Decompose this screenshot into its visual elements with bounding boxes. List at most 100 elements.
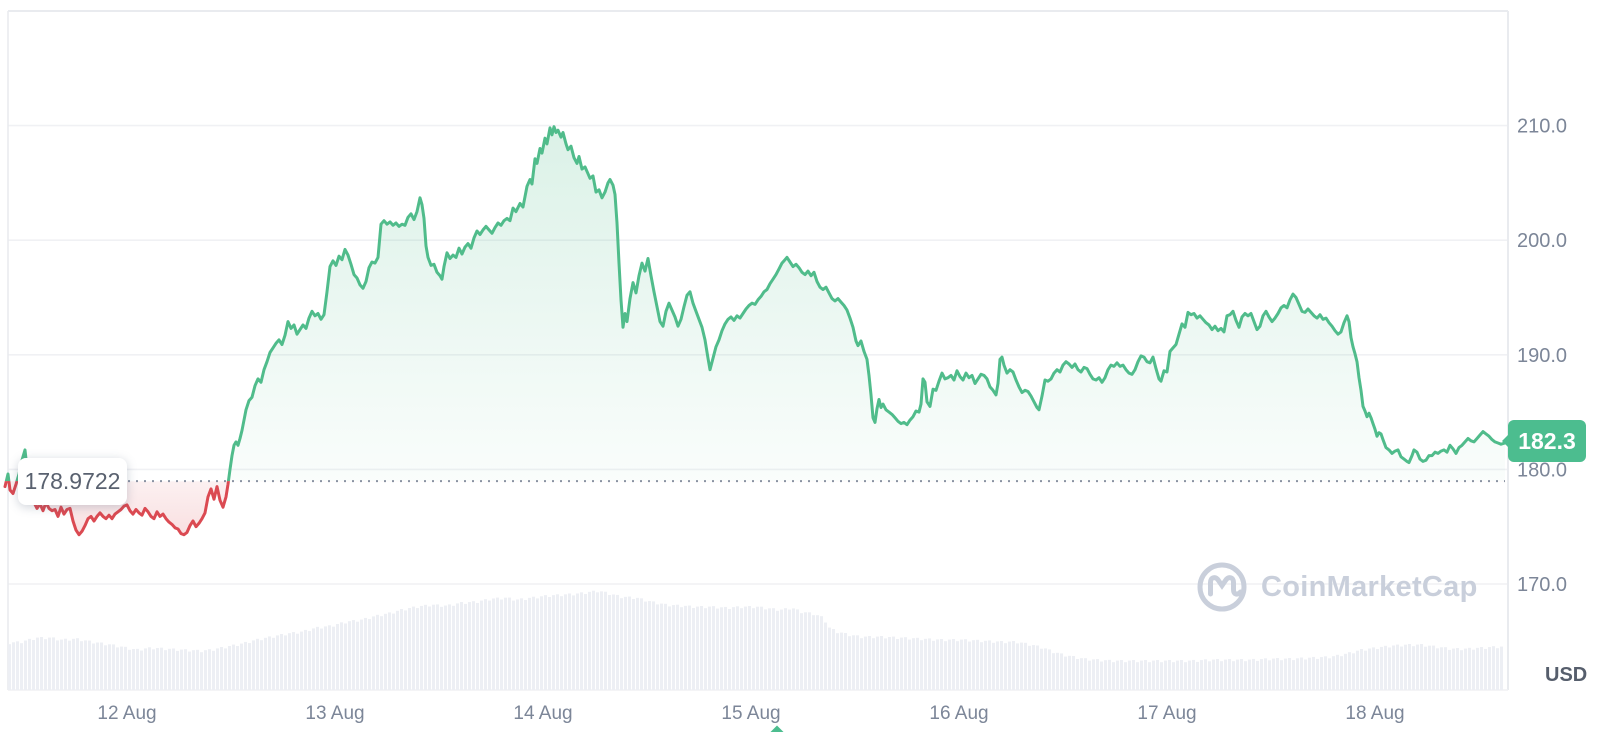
volume-bar [564, 594, 567, 690]
volume-bar [1184, 662, 1187, 690]
volume-bar [840, 632, 843, 690]
volume-bar [1004, 643, 1007, 690]
volume-bar [440, 606, 443, 690]
x-axis-tick-label: 14 Aug [513, 703, 572, 724]
volume-bar [648, 601, 651, 690]
volume-bar [1236, 659, 1239, 690]
volume-bar [168, 648, 171, 690]
volume-bar [1464, 648, 1467, 690]
volume-bar [508, 597, 511, 690]
volume-bar [512, 600, 515, 690]
volume-bar [796, 609, 799, 690]
volume-bar [484, 599, 487, 690]
volume-bar [964, 639, 967, 690]
volume-bar [284, 635, 287, 690]
volume-bar [1456, 648, 1459, 690]
volume-bar [516, 599, 519, 690]
volume-bar [476, 603, 479, 690]
volume-bar [1140, 660, 1143, 690]
volume-bar [624, 596, 627, 690]
x-axis-tick-label: 13 Aug [305, 703, 364, 724]
volume-bar [160, 647, 163, 690]
volume-bar [76, 638, 79, 690]
volume-bar [344, 623, 347, 690]
volume-bar [144, 648, 147, 690]
volume-bar [948, 639, 951, 690]
volume-bar [1372, 647, 1375, 690]
volume-bar [1156, 660, 1159, 690]
volume-bar [1448, 649, 1451, 690]
volume-bar [1384, 645, 1387, 690]
volume-bar [208, 649, 211, 690]
volume-bar [896, 639, 899, 690]
volume-bar [836, 633, 839, 690]
volume-bar [20, 643, 23, 690]
volume-bar [1092, 659, 1095, 690]
volume-bar [236, 646, 239, 690]
volume-bar [384, 613, 387, 690]
volume-bar [976, 639, 979, 690]
volume-bar [404, 610, 407, 690]
volume-bar [1076, 659, 1079, 690]
volume-bar [1124, 662, 1127, 690]
volume-bar [1192, 659, 1195, 690]
volume-bar [392, 613, 395, 690]
volume-bar [1308, 657, 1311, 690]
volume-bar [1080, 658, 1083, 690]
volume-bar [1424, 646, 1427, 690]
volume-bar [148, 647, 151, 690]
volume-bar [1428, 645, 1431, 690]
volume-bar [372, 616, 375, 690]
volume-bar [820, 616, 823, 690]
volume-bar [1212, 659, 1215, 690]
volume-bar [692, 608, 695, 690]
volume-bar [852, 635, 855, 690]
volume-bar [688, 605, 691, 690]
volume-bar [872, 638, 875, 690]
volume-bar [640, 598, 643, 690]
volume-bar [56, 640, 59, 690]
volume-bar [732, 607, 735, 690]
volume-bar [1144, 660, 1147, 690]
volume-bar [1136, 662, 1139, 690]
volume-bar [1276, 658, 1279, 690]
volume-bar [192, 650, 195, 690]
volume-bar [1168, 660, 1171, 690]
volume-bar [792, 608, 795, 690]
volume-bar [1328, 658, 1331, 690]
volume-bar [988, 640, 991, 690]
volume-bar [1444, 647, 1447, 690]
current-price-badge: 182.3 [1502, 420, 1586, 462]
volume-bar [264, 637, 267, 690]
volume-bar [1364, 650, 1367, 690]
volume-bar [1096, 659, 1099, 690]
volume-bar [828, 627, 831, 690]
volume-bar [1356, 650, 1359, 690]
volume-bar [780, 609, 783, 690]
volume-bar [1180, 660, 1183, 690]
volume-bar [884, 638, 887, 690]
volume-bar [276, 635, 279, 690]
volume-bar [400, 609, 403, 690]
volume-bar [1488, 647, 1491, 690]
volume-bar [712, 606, 715, 690]
volume-bar [768, 608, 771, 690]
x-axis-tick-label: 16 Aug [929, 703, 988, 724]
volume-bar [396, 610, 399, 690]
volume-bar [596, 592, 599, 690]
volume-bar [272, 637, 275, 690]
volume-bar [548, 597, 551, 690]
volume-bar [100, 642, 103, 690]
volume-bar [1116, 660, 1119, 690]
watermark-brand: CoinMarketCap [1261, 570, 1478, 603]
volume-bar [804, 612, 807, 690]
volume-bar [80, 641, 83, 690]
volume-bar [496, 597, 499, 690]
volume-bar [1320, 657, 1323, 690]
x-axis-tick-label: 17 Aug [1137, 703, 1196, 724]
volume-bar [16, 641, 19, 690]
volume-bar [1344, 653, 1347, 690]
volume-bar [1216, 659, 1219, 690]
baseline-price-label: 178.9722 [18, 458, 127, 505]
